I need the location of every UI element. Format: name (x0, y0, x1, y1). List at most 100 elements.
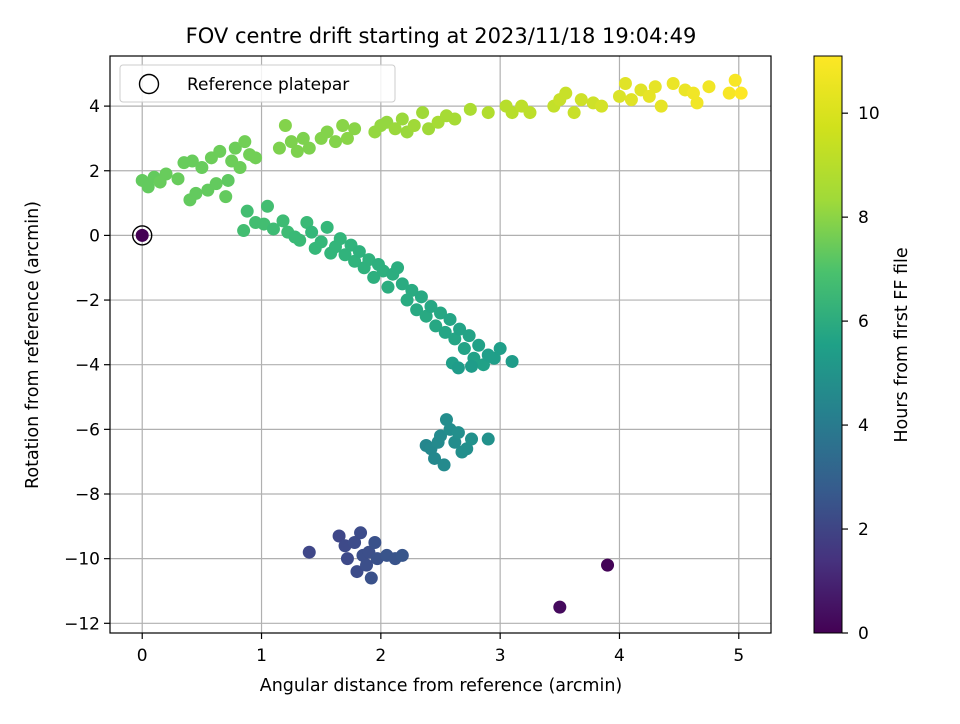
data-point (219, 190, 233, 204)
data-point (332, 529, 346, 543)
x-tick-label: 3 (495, 646, 506, 666)
data-point (290, 144, 304, 158)
data-point (221, 173, 235, 187)
y-tick-label: 4 (89, 97, 100, 117)
data-point (348, 122, 362, 136)
colorbar: 0 2 4 6 8 10 Hours from first FF file (813, 55, 912, 644)
data-point (690, 96, 704, 110)
reference-marker (132, 225, 153, 246)
data-point (523, 106, 537, 120)
data-point (462, 329, 476, 343)
data-point (424, 300, 438, 314)
data-point (305, 225, 319, 239)
colorbar-tick-label: 0 (858, 624, 869, 644)
data-point (481, 432, 495, 446)
y-tick-label: −12 (64, 614, 100, 634)
data-point (648, 80, 662, 94)
x-axis-ticks: 0 1 2 3 4 5 (137, 633, 744, 666)
data-point (266, 222, 280, 236)
data-point (453, 322, 467, 336)
data-point (352, 245, 366, 259)
data-point (434, 306, 447, 320)
data-point (448, 332, 462, 346)
chart-title: FOV centre drift starting at 2023/11/18 … (186, 24, 697, 48)
data-point (302, 141, 316, 155)
y-tick-label: −8 (75, 485, 100, 505)
data-point (381, 280, 395, 294)
data-point (237, 224, 251, 238)
data-point (505, 106, 519, 120)
y-tick-label: −6 (75, 420, 100, 440)
data-point (443, 312, 457, 326)
data-point (437, 458, 451, 472)
data-point (612, 89, 626, 103)
data-point (451, 361, 465, 375)
data-point (213, 144, 227, 158)
data-point (350, 565, 364, 579)
x-tick-label: 5 (733, 646, 744, 666)
data-point (414, 290, 428, 304)
data-point (388, 122, 402, 136)
data-point (505, 354, 519, 368)
y-tick-label: 2 (89, 162, 100, 182)
data-point (276, 214, 290, 228)
data-point (228, 141, 242, 155)
data-point (293, 233, 307, 247)
data-point (438, 325, 452, 339)
data-point (728, 73, 742, 87)
data-point (595, 99, 609, 113)
data-point (348, 535, 362, 549)
data-point (601, 558, 615, 572)
data-point (320, 220, 334, 234)
data-point (395, 277, 409, 291)
data-point (284, 135, 298, 149)
data-point (465, 432, 479, 446)
data-point (340, 552, 354, 566)
data-point (391, 261, 405, 275)
data-point (336, 118, 350, 132)
data-point (233, 161, 247, 175)
x-axis-label: Angular distance from reference (arcmin) (260, 676, 623, 696)
data-point (338, 248, 352, 262)
data-point (238, 135, 252, 149)
data-point (159, 167, 173, 181)
data-point (195, 161, 209, 175)
data-point (481, 106, 495, 120)
data-point (302, 545, 316, 559)
x-tick-label: 1 (256, 646, 267, 666)
colorbar-tick-label: 2 (858, 520, 869, 540)
data-point (624, 93, 638, 107)
data-point (476, 358, 490, 372)
data-point (734, 86, 748, 100)
colorbar-tick-label: 6 (858, 312, 869, 332)
data-point (654, 99, 668, 113)
colorbar-tick-label: 8 (858, 208, 869, 228)
data-point (395, 548, 409, 562)
reference-platepar-marker (132, 225, 153, 246)
colorbar-tick-label: 10 (858, 104, 880, 124)
data-point (400, 293, 414, 307)
data-point (135, 228, 149, 242)
data-point (260, 199, 274, 213)
data-point (428, 451, 442, 465)
data-point (666, 76, 680, 90)
colorbar-label: Hours from first FF file (892, 247, 912, 442)
data-point (702, 80, 716, 94)
legend: Reference platepar (119, 64, 396, 103)
plot-frame (109, 55, 772, 634)
data-point (405, 283, 419, 297)
data-point (340, 131, 354, 145)
grid-lines (110, 56, 771, 633)
data-point (451, 426, 465, 440)
data-point (171, 172, 185, 186)
legend-box (119, 64, 396, 103)
data-point (360, 558, 374, 572)
colorbar-ticks: 0 2 4 6 8 10 (842, 104, 880, 644)
data-point (642, 89, 656, 103)
data-point (457, 342, 471, 356)
data-point (422, 122, 436, 136)
data-point (189, 186, 203, 200)
data-point (434, 429, 447, 443)
